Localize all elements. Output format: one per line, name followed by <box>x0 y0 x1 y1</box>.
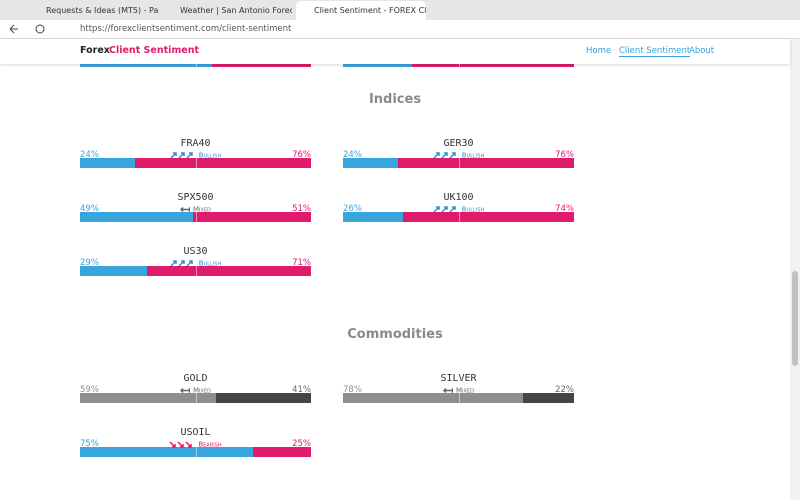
midline <box>195 447 197 457</box>
midline <box>458 393 460 403</box>
instrument-name: SPX500 <box>177 192 214 203</box>
short-bar <box>193 212 311 222</box>
midline <box>195 64 197 67</box>
nav-link[interactable]: Home <box>586 46 612 56</box>
tab[interactable]: Client Sentiment - FOREX Client <box>296 1 426 20</box>
instrument-name: US30 <box>183 246 208 257</box>
signal: Bullish <box>80 151 311 160</box>
signal: Bullish <box>343 205 574 214</box>
midline <box>195 158 197 168</box>
short-percent: 41% <box>292 385 311 395</box>
long-percent: 24% <box>80 150 99 160</box>
long-percent: 26% <box>343 204 362 214</box>
long-bar <box>343 393 524 403</box>
url[interactable]: https://forexclientsentiment.com/client-… <box>80 24 292 34</box>
short-percent: 51% <box>292 204 311 214</box>
long-percent: 59% <box>80 385 99 395</box>
instrument-name: SILVER <box>440 373 477 384</box>
instrument-name: GER30 <box>443 138 474 149</box>
tab[interactable]: Weather | San Antonio Forecast <box>180 6 292 15</box>
short-bar <box>253 447 311 457</box>
tab[interactable]: Requests & Ideas (MT5) - Page 3 <box>46 6 158 15</box>
short-percent: 76% <box>292 150 311 160</box>
midline <box>458 158 460 168</box>
signal-icon <box>179 206 193 213</box>
nav-link[interactable]: About <box>689 46 715 56</box>
short-bar <box>403 212 574 222</box>
long-percent: 29% <box>80 258 99 268</box>
instrument-name: USOIL <box>180 427 211 438</box>
signal-icon <box>170 260 193 267</box>
long-bar <box>80 266 147 276</box>
signal-text: Mixed <box>193 205 211 214</box>
instrument-name: UK100 <box>443 192 474 203</box>
signal-icon <box>433 206 456 213</box>
signal-text: Bullish <box>198 259 222 268</box>
brand[interactable]: Client Sentiment <box>109 45 200 56</box>
long-bar <box>80 447 254 457</box>
midline <box>458 212 460 222</box>
signal-text: Bullish <box>198 151 222 160</box>
short-percent: 22% <box>555 385 574 395</box>
long-bar <box>343 212 404 222</box>
short-bar <box>135 158 311 168</box>
long-bar <box>80 212 194 222</box>
site-header: Forex Client Sentiment Home Client Senti… <box>0 39 790 64</box>
signal-icon <box>433 152 456 159</box>
signal-text: Mixed <box>193 386 211 395</box>
signal-text: Bullish <box>461 205 485 214</box>
brand[interactable]: Forex <box>80 45 110 56</box>
signal-text: Mixed <box>456 386 474 395</box>
section-title: Commodities <box>347 327 443 342</box>
midline <box>195 266 197 276</box>
signal: Bearish <box>80 440 311 449</box>
signal: Bullish <box>343 151 574 160</box>
signal-icon <box>179 387 193 394</box>
short-bar <box>216 393 311 403</box>
tab-bar: Requests & Ideas (MT5) - Page 3 Weather … <box>0 0 800 20</box>
long-bar <box>80 393 217 403</box>
short-bar <box>398 158 574 168</box>
long-bar <box>80 158 136 168</box>
long-bar <box>80 64 212 67</box>
short-bar <box>211 64 311 67</box>
short-percent: 76% <box>555 150 574 160</box>
long-bar <box>343 64 413 67</box>
nav-link[interactable]: Client Sentiment <box>619 46 691 57</box>
instrument-name: FRA40 <box>180 138 211 149</box>
signal-icon <box>170 152 193 159</box>
short-bar <box>412 64 574 67</box>
signal-text: Bullish <box>461 151 485 160</box>
midline <box>458 64 460 67</box>
short-bar <box>523 393 574 403</box>
long-percent: 75% <box>80 439 99 449</box>
short-percent: 74% <box>555 204 574 214</box>
signal-icon <box>442 387 456 394</box>
scrollbar[interactable] <box>790 39 800 500</box>
content: Indices FRA40 24% 76% Bullish GER30 24% 76% Bull… <box>0 64 790 500</box>
midline <box>195 393 197 403</box>
long-percent: 78% <box>343 385 362 395</box>
signal: Mixed <box>80 386 311 395</box>
signal-text: Bearish <box>198 440 222 449</box>
section-title: Indices <box>368 92 422 107</box>
long-percent: 24% <box>343 150 362 160</box>
instrument-name: GOLD <box>183 373 208 384</box>
signal: Bullish <box>80 259 311 268</box>
signal: Mixed <box>343 386 574 395</box>
long-percent: 49% <box>80 204 99 214</box>
short-percent: 71% <box>292 258 311 268</box>
signal: Mixed <box>80 205 311 214</box>
signal-icon <box>169 441 193 448</box>
scroll-thumb[interactable] <box>792 271 798 366</box>
address-bar: https://forexclientsentiment.com/client-… <box>0 20 800 39</box>
long-bar <box>343 158 399 168</box>
nav-buttons[interactable] <box>8 23 48 35</box>
short-percent: 25% <box>292 439 311 449</box>
short-bar <box>146 266 311 276</box>
midline <box>195 212 197 222</box>
